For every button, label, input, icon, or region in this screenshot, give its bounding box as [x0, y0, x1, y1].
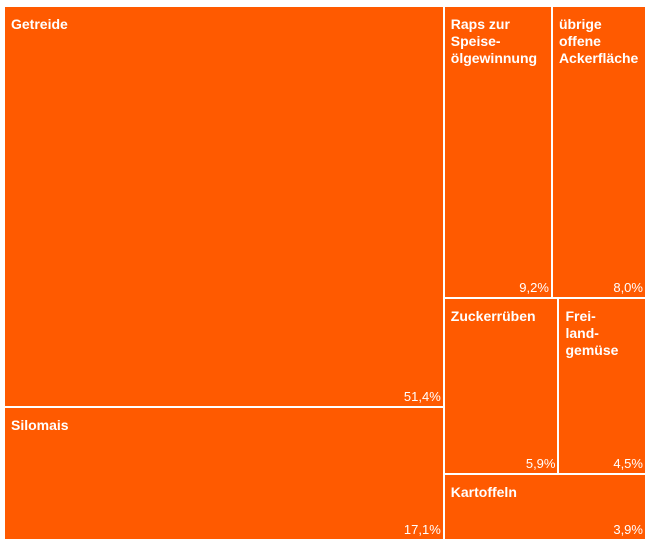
tile-raps: Raps zur Speise- ölgewinnung 9,2% [443, 6, 552, 298]
tile-uebrige-ackerflaeche: übrige offene Ackerfläche 8,0% [551, 6, 646, 298]
tile-value-kartoffeln: 3,9% [613, 521, 643, 537]
tile-value-getreide: 51,4% [403, 388, 441, 404]
tile-zuckerrueben: Zuckerrüben 5,9% [443, 297, 559, 474]
tile-getreide: Getreide 51,4% [4, 6, 444, 407]
tile-label-raps: Raps zur Speise- ölgewinnung [450, 16, 538, 66]
tile-label-freilandgemuese: Frei- land- gemüse [565, 307, 619, 358]
tile-label-zuckerrueben: Zuckerrüben [450, 307, 536, 324]
tile-kartoffeln: Kartoffeln 3,9% [443, 473, 646, 540]
tile-label-silomais: Silomais [11, 416, 69, 433]
tile-label-uebrige-ackerflaeche: übrige offene Ackerfläche [558, 16, 639, 66]
tile-label-kartoffeln: Kartoffeln [450, 483, 517, 500]
tile-value-zuckerrueben: 5,9% [525, 455, 556, 471]
tile-freilandgemuese: Frei- land- gemüse 4,5% [558, 297, 646, 474]
tile-value-freilandgemuese: 4,5% [613, 455, 643, 471]
tile-value-silomais: 17,1% [403, 521, 441, 537]
tile-silomais: Silomais 17,1% [4, 406, 444, 540]
tile-value-uebrige-ackerflaeche: 8,0% [613, 279, 643, 295]
tile-value-raps: 9,2% [519, 279, 549, 295]
tile-label-getreide: Getreide [11, 16, 68, 32]
